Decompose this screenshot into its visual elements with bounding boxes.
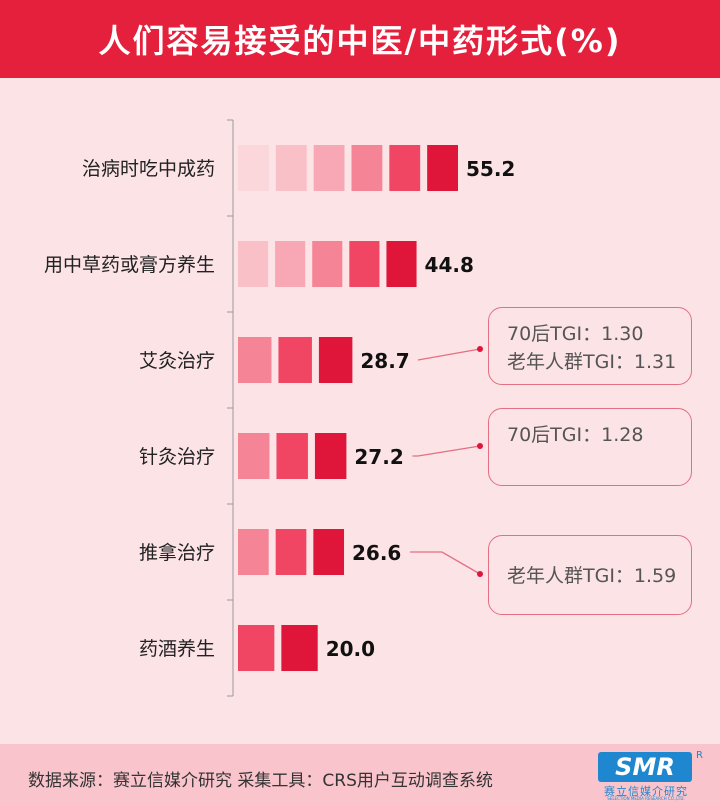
page-title: 人们容易接受的中医/中药形式(%) (98, 22, 622, 60)
logo-chinese-name: 赛立信媒介研究 (604, 785, 688, 798)
title-banner: 人们容易接受的中医/中药形式(%) (0, 0, 720, 78)
bar-segment (386, 241, 417, 287)
bar-segment (312, 241, 343, 287)
bar-segment (314, 433, 347, 479)
logo-registered-mark: R (696, 750, 703, 761)
category-label: 艾灸治疗 (139, 350, 215, 372)
value-label: 26.6 (352, 541, 401, 565)
bar-segment (238, 433, 270, 479)
smr-logo: SMR R 赛立信媒介研究 SELECTION MEDIA RESEARCH C… (594, 750, 706, 802)
tgi-annotation-line: 70后TGI：1.30 (507, 323, 644, 345)
footer: 数据来源：赛立信媒介研究 采集工具：CRS用户互动调查系统 SMR R 赛立信媒… (0, 744, 720, 806)
tgi-annotation-moxibustion: 70后TGI：1.30 老年人群TGI：1.31 (488, 307, 692, 385)
value-label: 20.0 (326, 637, 375, 661)
logo-english-name: SELECTION MEDIA RESEARCH CO.,LTD. (607, 796, 685, 801)
annotation-connector (417, 348, 481, 361)
bar-segment (351, 145, 383, 191)
bar-segment (427, 145, 458, 191)
data-source-note: 数据来源：赛立信媒介研究 采集工具：CRS用户互动调查系统 (28, 771, 493, 791)
category-label: 用中草药或膏方养生 (44, 253, 215, 276)
bar-segment (313, 529, 345, 575)
bar-segment (238, 625, 275, 671)
bar-segment (349, 241, 380, 287)
bar-segment (389, 145, 421, 191)
annotation-connector-dot (477, 443, 483, 449)
bar-segment (238, 529, 269, 575)
value-label: 55.2 (466, 157, 515, 181)
bar-segment (281, 625, 318, 671)
bar-segment (275, 529, 307, 575)
tgi-annotation-massage: 老年人群TGI：1.59 (488, 535, 692, 615)
tgi-annotation-acupuncture: 70后TGI：1.28 (488, 408, 692, 486)
annotation-connector-dot (477, 571, 483, 577)
bar-chart: 治病时吃中成药 55.2 用中草药或膏方养生 44.8 艾灸治疗 28.7 针灸治疗 27.2… (44, 119, 515, 697)
category-label: 针灸治疗 (139, 446, 215, 468)
bar-segment (238, 145, 269, 191)
value-label: 28.7 (360, 349, 409, 373)
value-label: 27.2 (354, 445, 403, 469)
bar-segment (238, 337, 272, 383)
bar-segment (313, 145, 345, 191)
bar-segment (238, 241, 269, 287)
logo-mark: SMR (598, 752, 692, 782)
annotation-connector (410, 551, 481, 575)
bar-segment (275, 241, 306, 287)
bar-segment (278, 337, 312, 383)
tgi-annotation-line: 老年人群TGI：1.59 (507, 565, 677, 587)
bar-segment (276, 433, 308, 479)
tgi-annotation-line: 70后TGI：1.28 (507, 424, 644, 446)
annotation-connector-dot (477, 346, 483, 352)
tgi-annotation-line: 老年人群TGI：1.31 (507, 351, 677, 373)
category-label: 治病时吃中成药 (82, 158, 215, 180)
category-label: 推拿治疗 (139, 541, 215, 564)
annotation-connector (412, 445, 481, 457)
value-label: 44.8 (425, 253, 474, 277)
bar-segment (318, 337, 353, 383)
bar-segment (275, 145, 307, 191)
category-label: 药酒养生 (139, 638, 215, 660)
